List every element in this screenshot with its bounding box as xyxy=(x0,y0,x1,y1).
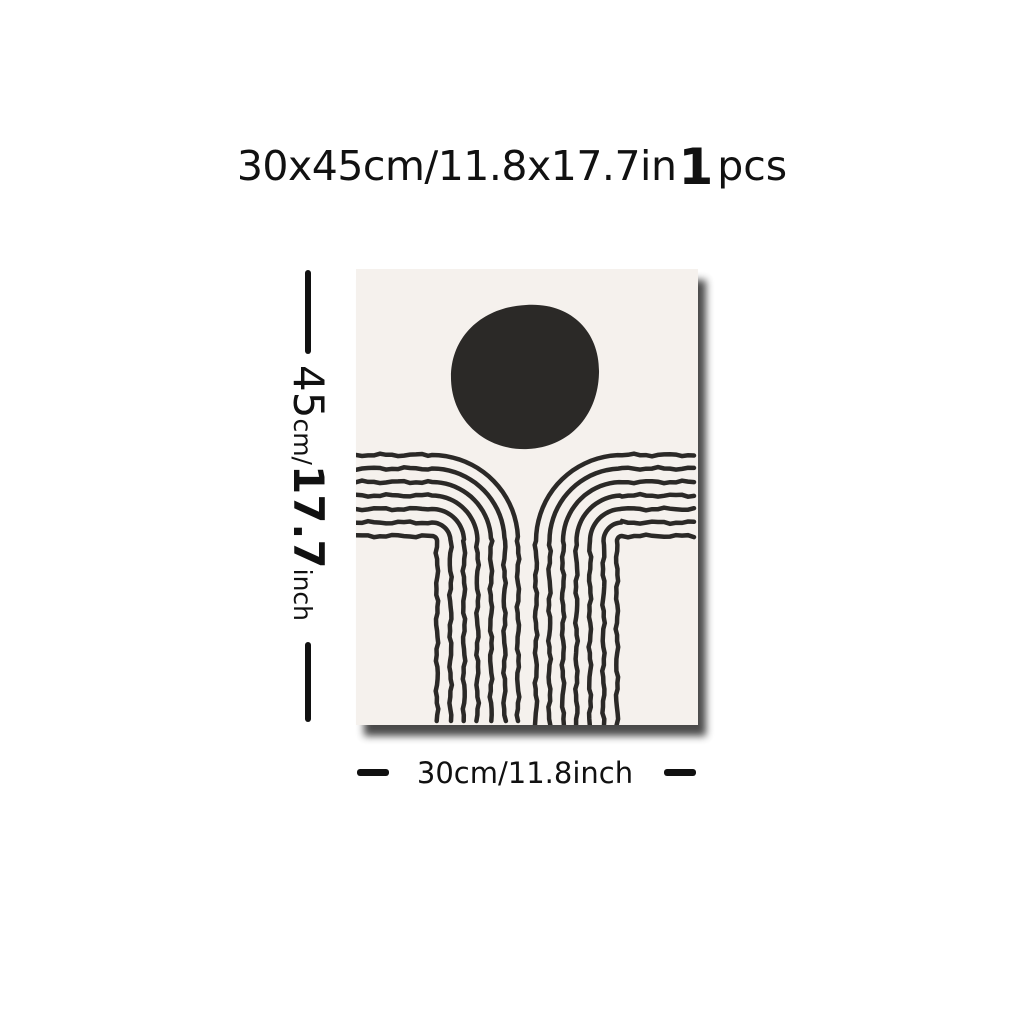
right-arch-line xyxy=(532,451,697,725)
canvas-print xyxy=(356,269,698,725)
height-dimension-line-top xyxy=(305,270,311,354)
size-text: 30x45cm/11.8x17.7in xyxy=(236,142,677,190)
left-arch-line xyxy=(356,492,482,724)
right-arch-line xyxy=(599,518,697,725)
quantity-unit: pcs xyxy=(717,142,788,190)
rainbow-arches xyxy=(356,451,697,725)
right-arch-line xyxy=(586,505,697,725)
artwork-illustration xyxy=(356,304,697,725)
width-dimension-line-right xyxy=(664,769,696,776)
right-arch-line xyxy=(545,464,697,725)
right-arch-line xyxy=(559,478,697,725)
left-arch-line xyxy=(356,478,495,724)
height-dimension-line-bottom xyxy=(305,642,311,722)
height-cm-number: 45 xyxy=(284,364,333,419)
left-arch-line xyxy=(356,505,468,724)
height-cm-unit: cm/ xyxy=(288,418,317,465)
sun-circle xyxy=(450,304,600,450)
left-arch-line xyxy=(356,465,509,724)
width-dimension: 30cm/11.8inch xyxy=(354,757,696,789)
width-dimension-label: 30cm/11.8inch xyxy=(416,756,634,790)
width-dimension-line-left xyxy=(357,769,389,776)
right-arch-line xyxy=(613,532,697,725)
product-size-heading: 30x45cm/11.8x17.7in1pcs xyxy=(0,138,1024,192)
right-arch-line xyxy=(572,491,697,725)
left-arch-line xyxy=(356,518,455,724)
left-arch-line xyxy=(356,451,522,724)
left-arch-line xyxy=(356,532,441,724)
height-inch-number: 17.7 xyxy=(284,464,333,569)
quantity-number: 1 xyxy=(678,138,714,196)
height-inch-unit: inch xyxy=(288,568,317,622)
height-dimension-label: 45cm/17.7inch xyxy=(284,365,333,622)
